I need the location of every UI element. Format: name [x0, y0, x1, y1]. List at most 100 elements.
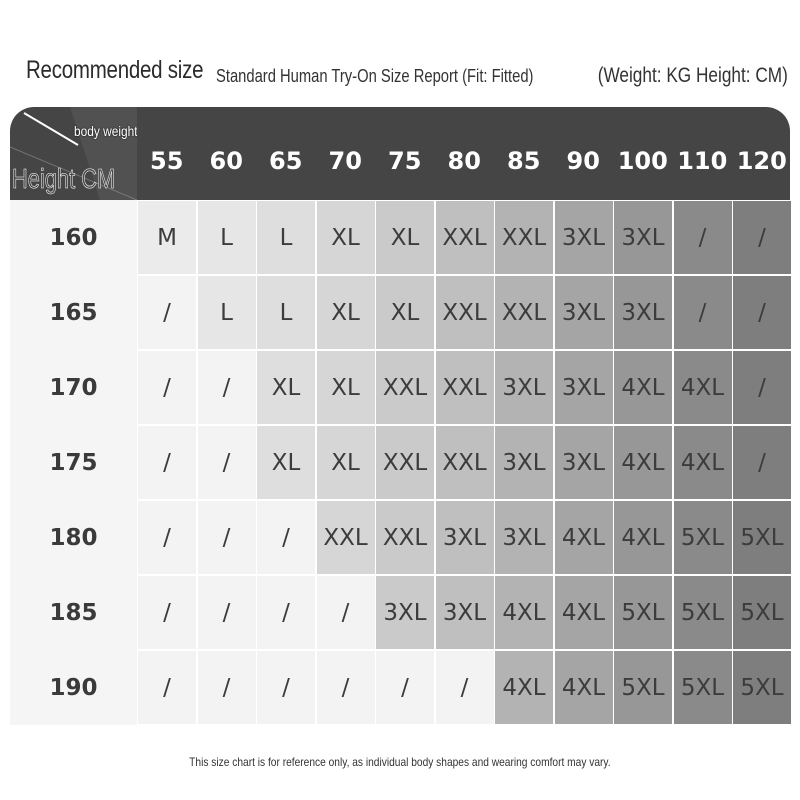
height-row-header: 190	[10, 650, 137, 725]
weight-column-header: 55	[150, 147, 184, 175]
size-cell: 5XL	[733, 651, 791, 724]
size-cell: 4XL	[554, 651, 613, 724]
size-cell: 4XL	[495, 651, 553, 724]
disclaimer-note: This size chart is for reference only, a…	[0, 755, 800, 769]
size-cell: M	[138, 201, 196, 274]
size-cell: XXL	[435, 276, 494, 349]
height-row-header: 175	[10, 425, 137, 500]
size-cell: /	[733, 201, 791, 274]
size-cell: XXL	[495, 276, 553, 349]
size-cell: L	[257, 201, 315, 274]
body-weight-label: body weight	[74, 123, 137, 139]
size-cell: 3XL	[495, 351, 553, 424]
size-cell: 3XL	[554, 426, 613, 499]
size-cell: 3XL	[554, 351, 613, 424]
size-cell: 4XL	[614, 351, 672, 424]
weight-column-header: 70	[328, 147, 362, 175]
size-cell: /	[197, 651, 256, 724]
size-cell: 3XL	[614, 201, 672, 274]
size-cell: XL	[316, 276, 375, 349]
size-grid: 160 M L L XL XL XXL XXL 3XL 3XL //165/L L XL XL XXL XXL…	[10, 200, 791, 725]
size-cell: L	[257, 276, 315, 349]
size-cell: 3XL	[376, 576, 434, 649]
size-cell: L	[197, 276, 256, 349]
size-cell: 3XL	[435, 501, 494, 574]
size-cell: /	[138, 501, 196, 574]
size-cell: 3XL	[435, 576, 494, 649]
size-cell: 5XL	[673, 576, 732, 649]
size-cell: XXL	[435, 201, 494, 274]
weight-column-header: 100	[617, 147, 668, 175]
size-cell: 4XL	[614, 501, 672, 574]
size-cell: XL	[316, 351, 375, 424]
size-cell: /	[257, 576, 315, 649]
height-row-header: 160	[10, 200, 137, 275]
diagonal-divider-icon	[10, 107, 137, 200]
size-cell: XL	[316, 201, 375, 274]
report-subtitle: Standard Human Try-On Size Report (Fit: …	[216, 66, 534, 86]
size-cell: XXL	[435, 426, 494, 499]
size-cell: 3XL	[495, 501, 553, 574]
disclaimer-text: This size chart is for reference only, a…	[189, 755, 611, 769]
size-cell: /	[197, 351, 256, 424]
size-cell: 5XL	[614, 651, 672, 724]
size-cell: /	[197, 501, 256, 574]
weight-column-header: 65	[269, 147, 303, 175]
size-cell: XL	[376, 201, 434, 274]
size-cell: XL	[257, 426, 315, 499]
size-cell: /	[197, 426, 256, 499]
size-cell: /	[316, 651, 375, 724]
size-cell: XXL	[376, 351, 434, 424]
size-cell: XXL	[316, 501, 375, 574]
size-cell: L	[197, 201, 256, 274]
height-row-header: 165	[10, 275, 137, 350]
weight-column-header: 60	[209, 147, 243, 175]
size-cell: /	[257, 501, 315, 574]
size-cell: /	[673, 276, 732, 349]
size-cell: 3XL	[614, 276, 672, 349]
weight-column-header: 75	[388, 147, 422, 175]
weight-column-header: 90	[566, 147, 600, 175]
size-cell: 5XL	[614, 576, 672, 649]
page-title: Recommended size	[26, 56, 204, 84]
height-row-header: 170	[10, 350, 137, 425]
size-cell: 4XL	[673, 426, 732, 499]
size-cell: 4XL	[673, 351, 732, 424]
size-cell: 4XL	[554, 501, 613, 574]
size-cell: XL	[316, 426, 375, 499]
height-cm-label: Height CM	[12, 163, 116, 195]
size-cell: /	[733, 276, 791, 349]
size-cell: 4XL	[495, 576, 553, 649]
size-cell: 5XL	[733, 501, 791, 574]
size-cell: XXL	[435, 351, 494, 424]
weight-column-header: 110	[677, 147, 728, 175]
size-cell: XXL	[376, 426, 434, 499]
size-cell: /	[435, 651, 494, 724]
size-cell: 3XL	[554, 276, 613, 349]
size-cell: /	[376, 651, 434, 724]
size-cell: 5XL	[673, 651, 732, 724]
weight-column-header: 120	[736, 147, 787, 175]
size-cell: /	[733, 426, 791, 499]
size-cell: 4XL	[614, 426, 672, 499]
size-cell: 3XL	[554, 201, 613, 274]
size-cell: /	[138, 426, 196, 499]
weight-column-header: 85	[507, 147, 541, 175]
height-row-header: 185	[10, 575, 137, 650]
units-label: (Weight: KG Height: CM)	[597, 64, 788, 87]
size-cell: /	[197, 576, 256, 649]
size-cell: /	[257, 651, 315, 724]
size-cell: XXL	[495, 201, 553, 274]
size-cell: /	[138, 651, 196, 724]
weight-column-header: 80	[447, 147, 481, 175]
table-header: body weight Height CM 55 60 65 70 75 80 85 90 10…	[10, 107, 790, 200]
size-cell: 3XL	[495, 426, 553, 499]
size-cell: /	[138, 576, 196, 649]
size-cell: XL	[376, 276, 434, 349]
size-cell: /	[316, 576, 375, 649]
size-cell: /	[138, 276, 196, 349]
size-cell: 5XL	[733, 576, 791, 649]
size-cell: 4XL	[554, 576, 613, 649]
size-cell: /	[138, 351, 196, 424]
size-cell: /	[673, 201, 732, 274]
